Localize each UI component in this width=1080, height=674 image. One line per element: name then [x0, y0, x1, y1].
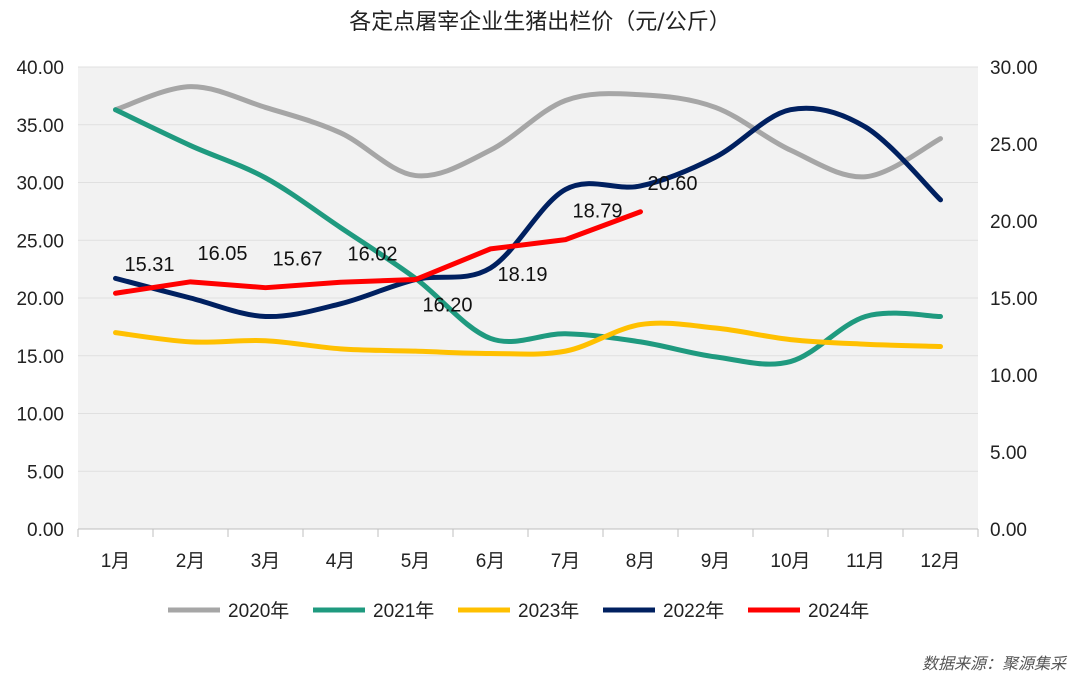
x-axis-tick-label: 1月 — [101, 551, 131, 572]
legend-item: 2020年 — [228, 600, 289, 622]
legend-item: 2021年 — [373, 600, 434, 622]
data-label: 18.79 — [572, 201, 622, 223]
legend-item: 2024年 — [808, 600, 869, 622]
x-axis-tick-label: 9月 — [701, 551, 731, 572]
right-axis-tick-label: 25.00 — [990, 135, 1038, 156]
x-axis-tick-label: 12月 — [920, 551, 960, 572]
right-axis-tick-label: 15.00 — [990, 289, 1038, 310]
left-axis-tick-label: 5.00 — [27, 462, 64, 483]
left-axis-tick-label: 30.00 — [16, 174, 64, 195]
x-axis-tick-label: 3月 — [251, 551, 281, 572]
x-axis-tick-label: 6月 — [476, 551, 506, 572]
left-axis-tick-label: 35.00 — [16, 116, 64, 137]
left-axis-tick-label: 10.00 — [16, 405, 64, 426]
series-line-2022年 — [113, 105, 943, 320]
x-axis-tick-label: 11月 — [846, 551, 885, 572]
right-axis-tick-label: 0.00 — [990, 520, 1027, 541]
data-label: 15.31 — [124, 254, 174, 276]
series-line-2021年 — [113, 107, 943, 367]
right-axis-tick-label: 5.00 — [990, 443, 1027, 464]
right-axis-tick-label: 10.00 — [990, 366, 1038, 387]
data-label: 16.05 — [197, 243, 247, 265]
legend-item: 2022年 — [663, 600, 724, 622]
data-label: 20.60 — [647, 173, 697, 195]
series-line-2020年 — [113, 84, 943, 180]
left-axis-tick-label: 25.00 — [16, 231, 64, 252]
data-source-note: 数据来源：聚源集采 — [921, 654, 1066, 673]
left-axis-tick-label: 0.00 — [27, 520, 64, 541]
x-axis-tick-label: 5月 — [401, 551, 431, 572]
legend-item: 2023年 — [518, 600, 579, 622]
data-label: 16.20 — [422, 295, 472, 317]
chart-title: 各定点屠宰企业生猪出栏价（元/公斤） — [349, 10, 731, 35]
left-axis-tick-label: 20.00 — [16, 289, 64, 310]
data-label: 18.19 — [497, 264, 547, 286]
x-axis-tick-label: 7月 — [551, 551, 581, 572]
x-axis-tick-label: 4月 — [326, 551, 356, 572]
line-chart: 0.00 5.00 10.00 15.00 20.00 25.00 30.00 35.00 40… — [16, 58, 1038, 622]
data-label: 16.02 — [347, 243, 397, 265]
series-line-2024年 — [113, 209, 643, 296]
series-line-2023年 — [113, 320, 943, 357]
left-axis-tick-label: 40.00 — [16, 58, 64, 79]
x-axis-tick-label: 2月 — [176, 551, 206, 572]
left-axis-tick-label: 15.00 — [16, 347, 64, 368]
x-axis-tick-label: 8月 — [626, 551, 656, 572]
right-axis-tick-label: 20.00 — [990, 212, 1038, 233]
data-label: 15.67 — [272, 249, 322, 271]
x-axis-tick-label: 10月 — [770, 551, 810, 572]
right-axis-tick-label: 30.00 — [990, 58, 1038, 79]
